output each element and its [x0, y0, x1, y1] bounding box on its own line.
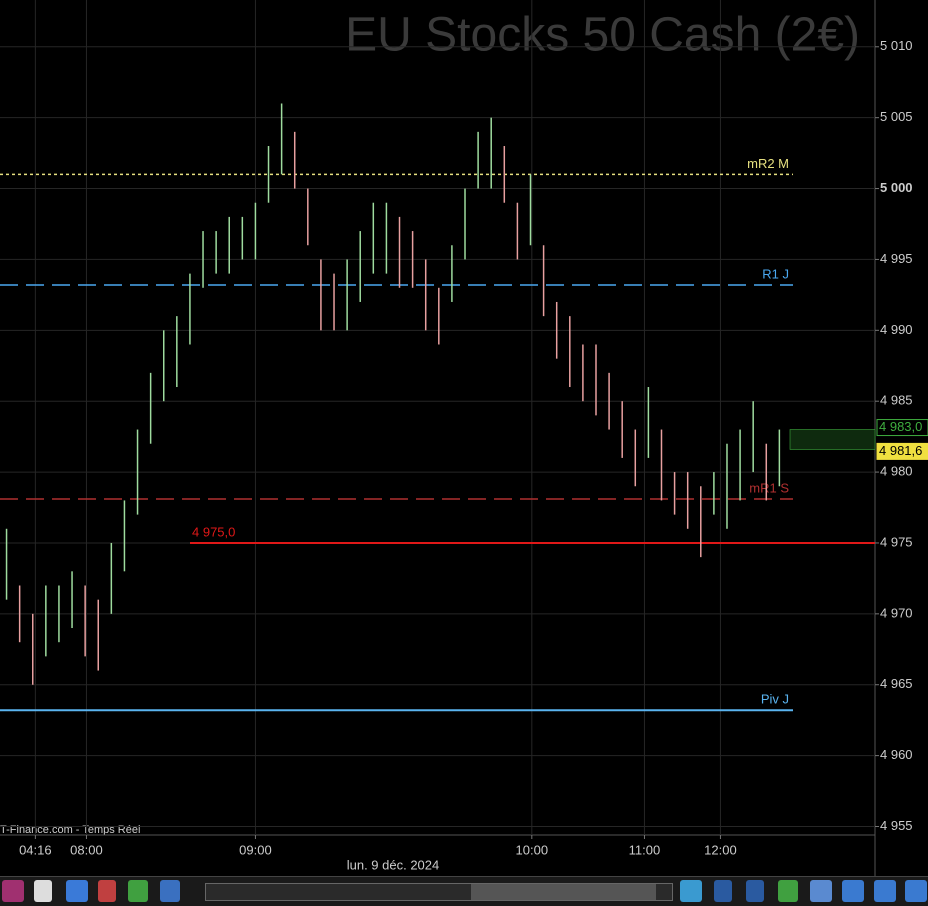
undo-icon[interactable] — [714, 880, 732, 902]
price-tag — [876, 442, 928, 460]
toolbar — [0, 876, 928, 906]
level-label: mR2 M — [747, 156, 789, 171]
y-tick-label: 4 965 — [880, 676, 913, 691]
y-tick-label: 4 960 — [880, 747, 913, 762]
zoom-icon[interactable] — [810, 880, 832, 902]
y-tick-label: 5 010 — [880, 38, 913, 53]
y-tick-label: 5 000 — [880, 180, 913, 195]
window-icon[interactable] — [160, 880, 180, 902]
x-tick-label: 11:00 — [629, 842, 661, 857]
indicator-icon[interactable] — [128, 880, 148, 902]
price-tag-label: 4 983,0 — [879, 419, 922, 434]
candles-icon[interactable] — [778, 880, 798, 902]
chat-icon[interactable] — [66, 880, 88, 902]
price-zone — [789, 429, 876, 450]
zoom-in-icon[interactable] — [874, 880, 896, 902]
price-tag-label: 4 981,6 — [879, 443, 922, 458]
level-label: Piv J — [761, 692, 789, 707]
download-icon[interactable] — [905, 880, 927, 902]
redo-icon[interactable] — [746, 880, 764, 902]
y-tick-label: 4 975 — [880, 534, 913, 549]
price-tag — [876, 419, 928, 437]
share-icon[interactable] — [34, 880, 52, 902]
tool-icon[interactable] — [2, 880, 24, 902]
scroll-thumb[interactable] — [471, 884, 656, 900]
watermark-title: EU Stocks 50 Cash (2€) — [345, 9, 860, 62]
x-tick-label: 04:16 — [19, 842, 52, 857]
source: T-Finance.com - Temps Réel — [0, 824, 140, 836]
level-label: R1 J — [762, 266, 789, 281]
zoom-out-icon[interactable] — [842, 880, 864, 902]
y-tick-label: 4 955 — [880, 818, 913, 833]
scrollbar[interactable] — [205, 883, 673, 901]
x-tick-label: 10:00 — [516, 842, 549, 857]
x-tick-label: 08:00 — [70, 842, 103, 857]
level-label: 4 975,0 — [192, 524, 235, 539]
y-tick-label: 4 980 — [880, 464, 913, 479]
list-icon[interactable] — [98, 880, 116, 902]
y-tick-label: 4 985 — [880, 393, 913, 408]
calendar-icon[interactable] — [680, 880, 702, 902]
date-label: lun. 9 déc. 2024 — [347, 857, 440, 872]
y-tick-label: 5 005 — [880, 109, 913, 124]
y-tick-label: 4 990 — [880, 322, 913, 337]
x-tick-label: 12:00 — [704, 842, 737, 857]
chart: EU Stocks 50 Cash (2€) T-Finance.com - T… — [0, 0, 928, 876]
x-tick-label: 09:00 — [239, 842, 272, 857]
y-tick-label: 4 995 — [880, 251, 913, 266]
level-label: mR1 S — [749, 480, 789, 495]
y-tick-label: 4 970 — [880, 605, 913, 620]
